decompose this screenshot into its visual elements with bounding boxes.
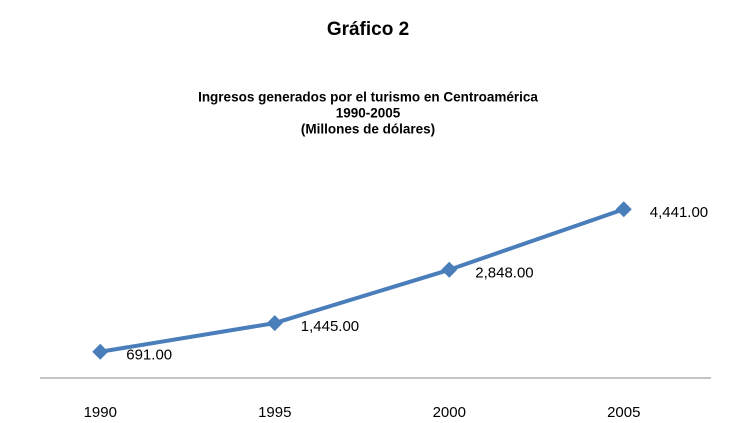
x-tick-label: 2000 bbox=[433, 404, 466, 421]
chart-title: Ingresos generados por el turismo en Cen… bbox=[198, 90, 538, 105]
data-label: 2,848.00 bbox=[475, 265, 533, 282]
x-tick-label: 1995 bbox=[258, 404, 291, 421]
x-tick-label: 1990 bbox=[84, 404, 117, 421]
data-point bbox=[615, 201, 632, 218]
data-label: 691.00 bbox=[126, 347, 172, 364]
data-point bbox=[266, 315, 283, 332]
series-line bbox=[99, 207, 625, 354]
chart-subtitle: 1990-2005 bbox=[336, 106, 401, 121]
data-label: 1,445.00 bbox=[301, 318, 359, 335]
data-point bbox=[441, 261, 458, 278]
chart-subtitle: (Millones de dólares) bbox=[301, 122, 435, 137]
data-point bbox=[92, 343, 109, 360]
x-tick-label: 2005 bbox=[607, 404, 640, 421]
figure-label: Gráfico 2 bbox=[327, 19, 409, 40]
data-label: 4,441.00 bbox=[650, 204, 708, 221]
